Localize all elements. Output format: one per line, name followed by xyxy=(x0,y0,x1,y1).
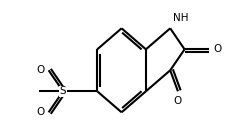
Text: S: S xyxy=(60,86,66,96)
Text: O: O xyxy=(36,107,44,117)
Text: O: O xyxy=(174,96,182,106)
Text: O: O xyxy=(213,44,222,54)
Text: NH: NH xyxy=(173,13,188,23)
Text: O: O xyxy=(36,65,44,75)
